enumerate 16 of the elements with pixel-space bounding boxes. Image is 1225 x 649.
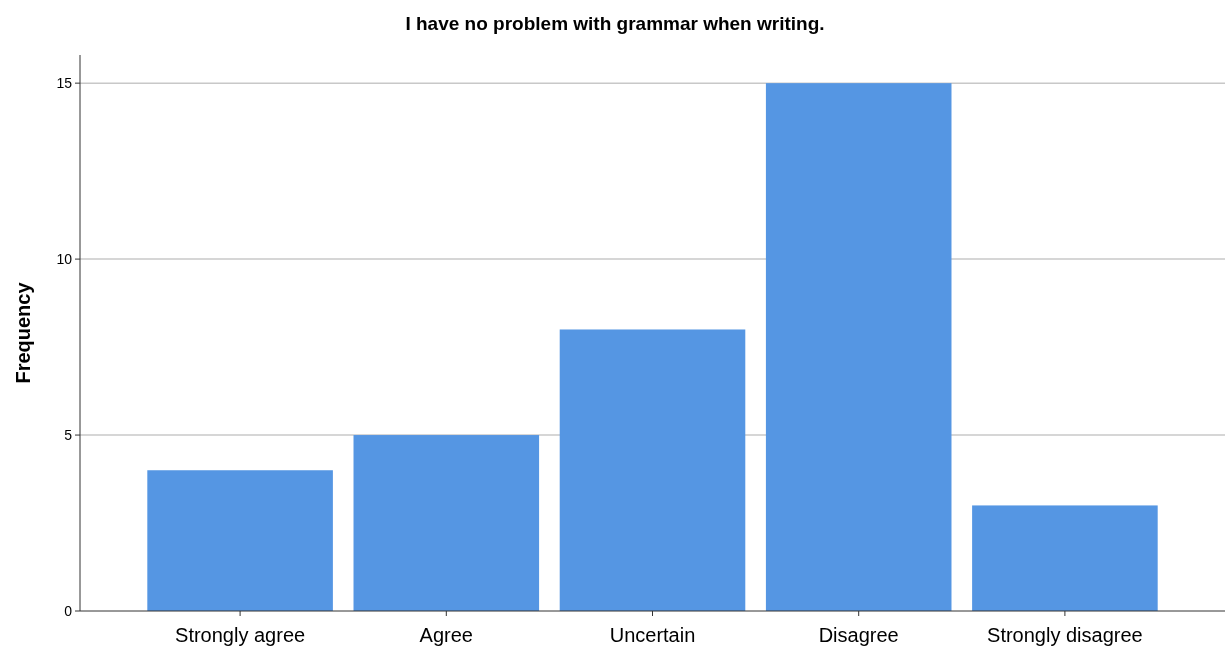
bar <box>353 435 540 611</box>
x-tick-label: Strongly disagree <box>987 624 1143 646</box>
bar <box>559 329 746 611</box>
x-tick-label: Strongly agree <box>175 624 306 646</box>
bar <box>147 470 333 611</box>
y-tick-label: 5 <box>64 426 73 443</box>
bar <box>972 505 1158 611</box>
y-tick-label: 0 <box>64 602 73 619</box>
y-tick-label: 15 <box>56 75 73 92</box>
y-tick-label: 10 <box>56 251 73 267</box>
chart-title: I have no problem with grammar when writing. <box>405 13 825 34</box>
x-tick-label: Uncertain <box>609 624 696 646</box>
y-axis-title: Frequency <box>12 281 34 384</box>
x-tick-label: Agree <box>419 624 473 646</box>
x-tick-label: Disagree <box>818 624 899 646</box>
bar <box>765 83 952 611</box>
